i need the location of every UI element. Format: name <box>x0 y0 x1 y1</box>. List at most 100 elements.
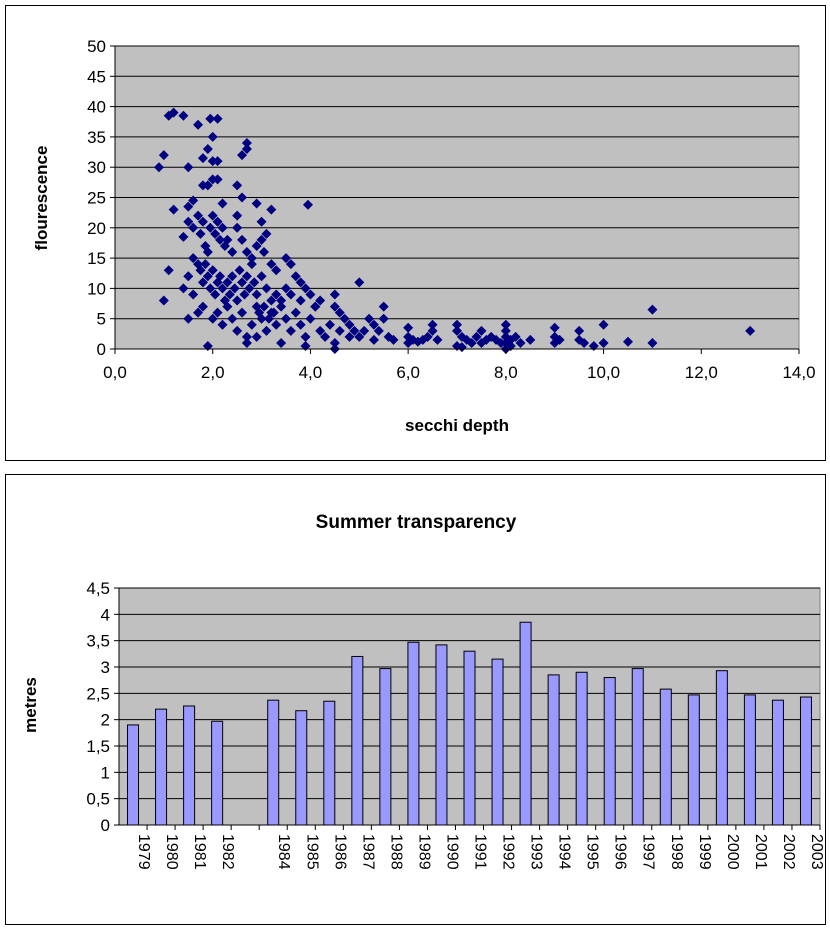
x-tick-label: 1992 <box>500 834 517 870</box>
y-tick-label: 0 <box>97 340 106 359</box>
data-point <box>452 319 462 330</box>
x-tick-label: 2003 <box>808 834 825 870</box>
data-point <box>290 271 301 282</box>
data-point <box>276 337 287 348</box>
data-point <box>197 216 208 227</box>
data-point <box>239 289 250 300</box>
y-axis-title: flourescence <box>32 146 51 251</box>
bar <box>211 720 224 826</box>
data-point <box>241 271 252 282</box>
data-point <box>251 240 262 251</box>
y-tick-label: 30 <box>87 158 106 177</box>
data-point <box>300 331 311 342</box>
data-point <box>210 289 221 300</box>
bar <box>267 699 280 826</box>
x-tick-label: 6,0 <box>396 363 420 382</box>
data-point <box>281 313 291 324</box>
data-point <box>244 283 255 294</box>
data-point <box>202 271 213 282</box>
data-point <box>158 295 169 306</box>
data-point <box>232 210 243 221</box>
data-point <box>197 153 208 164</box>
data-point <box>315 295 326 306</box>
data-point <box>178 231 189 242</box>
data-point <box>259 247 270 258</box>
data-point <box>202 340 213 351</box>
y-tick-label: 15 <box>87 249 106 268</box>
data-point <box>388 334 399 345</box>
data-point <box>232 222 243 233</box>
data-point <box>295 319 306 330</box>
x-tick-label: 14,0 <box>782 363 815 382</box>
bar <box>547 674 560 826</box>
y-tick-label: 5 <box>97 310 106 329</box>
data-point <box>302 199 313 210</box>
data-point <box>210 228 221 239</box>
data-point <box>349 325 360 336</box>
data-point <box>251 198 262 209</box>
data-point <box>378 301 389 312</box>
data-point <box>432 334 443 345</box>
x-tick-label: 1999 <box>696 834 713 870</box>
x-tick-label: 1987 <box>359 834 376 870</box>
data-point <box>212 113 223 124</box>
data-point <box>510 331 521 342</box>
data-point <box>354 277 365 288</box>
data-point <box>202 247 213 258</box>
y-tick-label: 3 <box>101 658 110 677</box>
data-point <box>647 337 658 348</box>
data-point <box>378 313 389 324</box>
data-point <box>261 283 272 294</box>
data-point <box>623 336 633 347</box>
data-point <box>212 174 223 185</box>
data-point <box>549 322 560 333</box>
data-point <box>320 331 331 342</box>
data-point <box>295 295 306 306</box>
data-point <box>217 283 228 294</box>
data-point <box>403 337 414 348</box>
data-point <box>212 156 223 167</box>
data-point <box>476 337 487 348</box>
data-point <box>476 325 487 336</box>
data-point <box>217 319 228 330</box>
x-tick-label: 1993 <box>528 834 545 870</box>
data-point <box>207 210 218 221</box>
data-point <box>466 337 477 348</box>
y-tick-label: 10 <box>87 279 106 298</box>
data-point <box>200 259 211 270</box>
bar <box>463 650 476 826</box>
x-tick-label: 1985 <box>303 834 320 870</box>
data-point <box>266 295 277 306</box>
data-point <box>168 204 179 215</box>
data-point <box>188 195 199 206</box>
data-point <box>232 180 243 191</box>
data-point <box>232 295 243 306</box>
data-point <box>368 319 379 330</box>
data-point <box>183 271 194 282</box>
x-tick-label: 1994 <box>556 834 573 870</box>
data-point <box>183 201 194 212</box>
data-point <box>237 150 248 161</box>
data-point <box>195 265 206 276</box>
x-axis-title: secchi depth <box>405 416 509 435</box>
data-point <box>266 259 277 270</box>
data-point <box>259 301 270 312</box>
data-point <box>193 119 204 130</box>
bar <box>491 658 504 826</box>
data-point <box>237 307 248 318</box>
bar <box>771 699 784 826</box>
data-point <box>261 325 272 336</box>
bar <box>379 668 392 826</box>
data-point <box>334 325 345 336</box>
y-tick-label: 1,5 <box>86 737 110 756</box>
data-point <box>178 283 189 294</box>
data-point <box>598 337 609 348</box>
data-point <box>246 253 257 264</box>
x-tick-label: 1991 <box>472 834 489 870</box>
y-axis-title: metres <box>21 677 40 733</box>
data-point <box>183 162 194 173</box>
data-point <box>271 289 282 300</box>
data-point <box>227 271 238 282</box>
data-point <box>359 325 370 336</box>
data-point <box>217 222 228 233</box>
